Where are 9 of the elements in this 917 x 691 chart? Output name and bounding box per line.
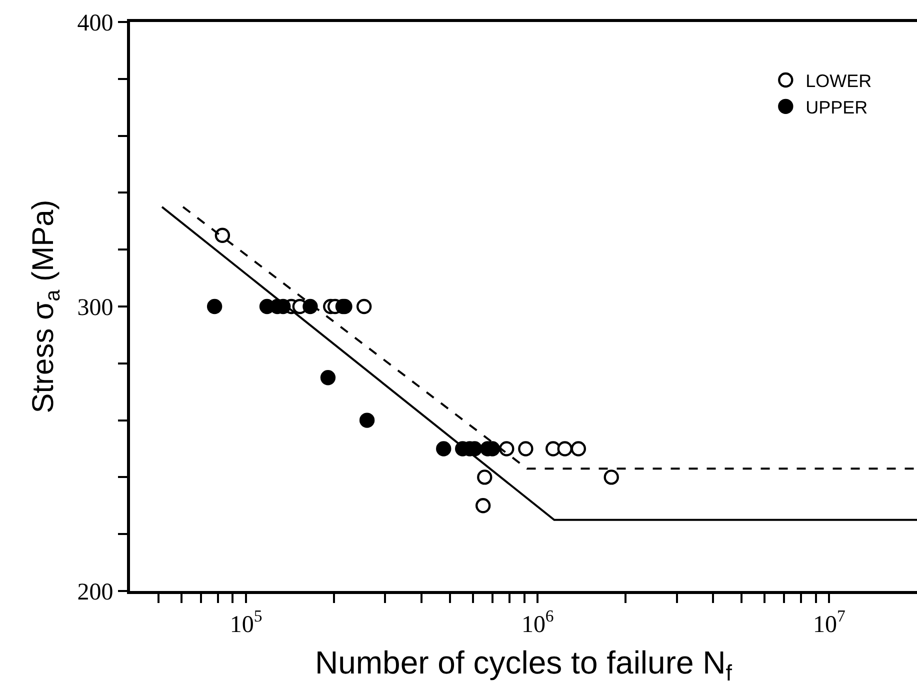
- y-tick-label: 400: [77, 10, 114, 36]
- x-axis-title: Number of cycles to failure N$_{f}$: [314, 644, 733, 686]
- x-tick-label: 10$^{5}$: [230, 606, 262, 638]
- legend-label: LOWER: [806, 71, 872, 92]
- y-tick-label: 300: [77, 294, 114, 321]
- x-tick-label: 10$^{6}$: [521, 606, 554, 638]
- x-tick-label: 10$^{7}$: [813, 606, 846, 638]
- legend-label: UPPER: [806, 97, 868, 118]
- y-tick-label: 200: [77, 579, 114, 606]
